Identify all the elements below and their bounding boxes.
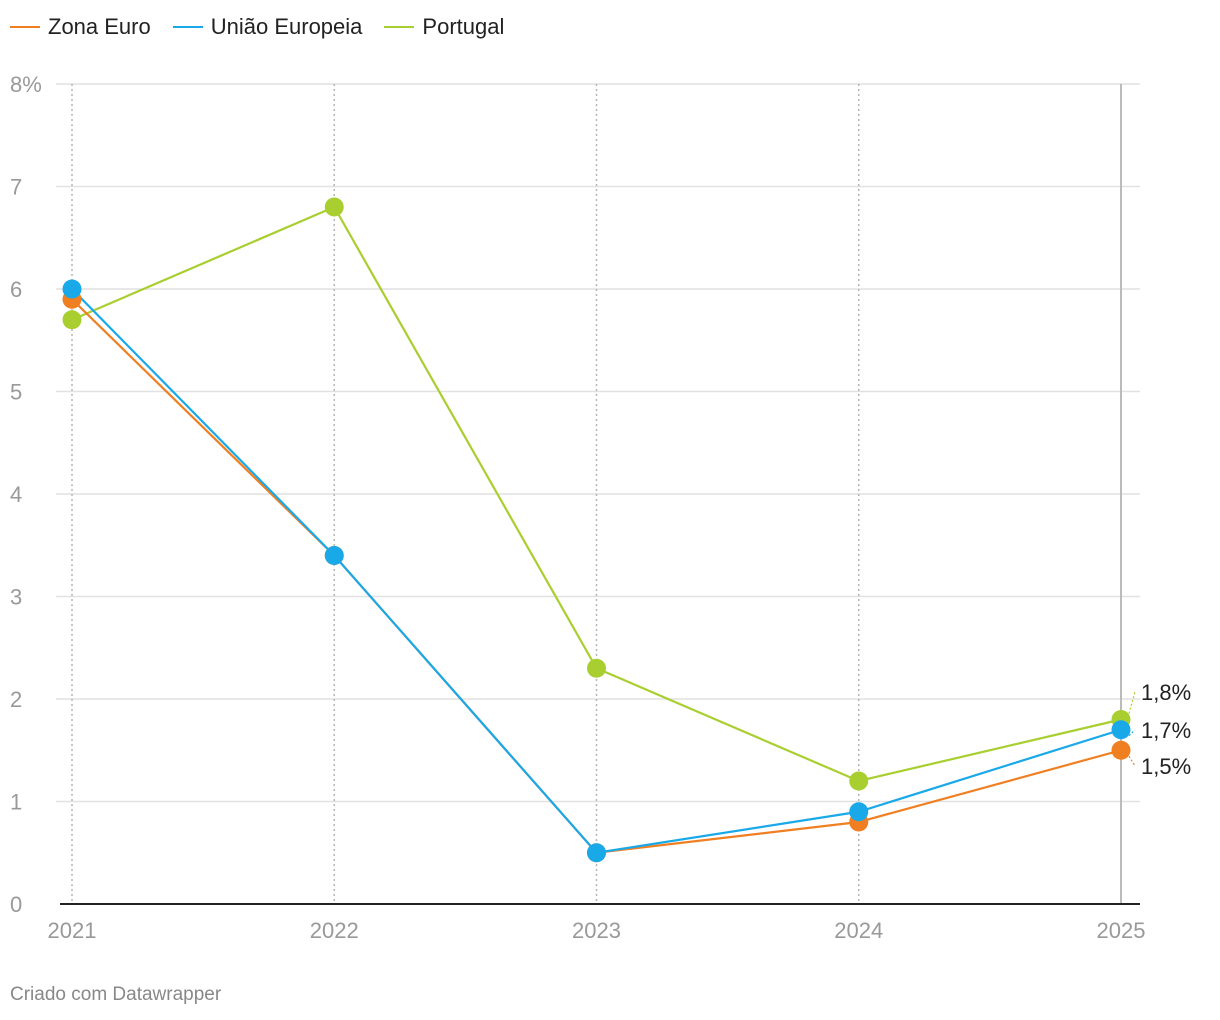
end-label: 1,5% — [1141, 754, 1191, 779]
legend-item-uniao-europeia[interactable]: União Europeia — [172, 14, 363, 40]
data-point — [324, 197, 344, 217]
y-tick-label: 1 — [10, 790, 22, 815]
x-tick-label: 2022 — [310, 918, 359, 943]
legend: Zona Euro União Europeia Portugal — [10, 14, 504, 40]
y-tick-label: 8% — [10, 72, 42, 97]
data-point — [1111, 740, 1131, 760]
line-chart: 0 1 2 3 4 5 6 7 8% 2021 2022 2023 2024 2025 1,5% 1,7% 1,… — [10, 72, 1191, 943]
data-point — [324, 546, 344, 565]
legend-item-portugal[interactable]: Portugal — [384, 14, 504, 40]
legend-label-portugal: Portugal — [422, 14, 505, 39]
x-tick-label: 2021 — [48, 918, 97, 943]
data-point — [849, 771, 869, 791]
legend-swatch-portugal — [384, 26, 415, 28]
legend-item-zona-euro[interactable]: Zona Euro — [10, 14, 151, 40]
end-label: 1,7% — [1141, 718, 1191, 743]
legend-label-zona-euro: Zona Euro — [48, 14, 151, 39]
legend-label-uniao-europeia: União Europeia — [210, 14, 363, 39]
y-tick-label: 2 — [10, 687, 22, 712]
data-point — [849, 802, 869, 822]
x-tick-label: 2025 — [1097, 918, 1146, 943]
legend-swatch-uniao-europeia — [172, 26, 203, 28]
data-point — [587, 658, 606, 678]
data-point — [62, 310, 82, 330]
end-label-connector — [1128, 691, 1136, 714]
end-label-connector — [1128, 755, 1136, 767]
data-point — [1111, 720, 1131, 740]
y-tick-label: 5 — [10, 380, 22, 405]
legend-swatch-zona-euro — [10, 26, 40, 28]
y-tick-label: 7 — [10, 175, 22, 200]
x-tick-label: 2024 — [834, 918, 883, 943]
data-point — [587, 843, 606, 863]
data-point — [62, 279, 82, 299]
y-tick-label: 0 — [10, 892, 22, 917]
y-tick-label: 3 — [10, 585, 22, 610]
end-label-connector — [1128, 729, 1136, 737]
end-label: 1,8% — [1141, 680, 1191, 705]
footer-credit: Criado com Datawrapper — [10, 984, 222, 1005]
y-tick-label: 6 — [10, 277, 22, 302]
y-tick-label: 4 — [10, 482, 22, 507]
x-tick-label: 2023 — [572, 918, 621, 943]
